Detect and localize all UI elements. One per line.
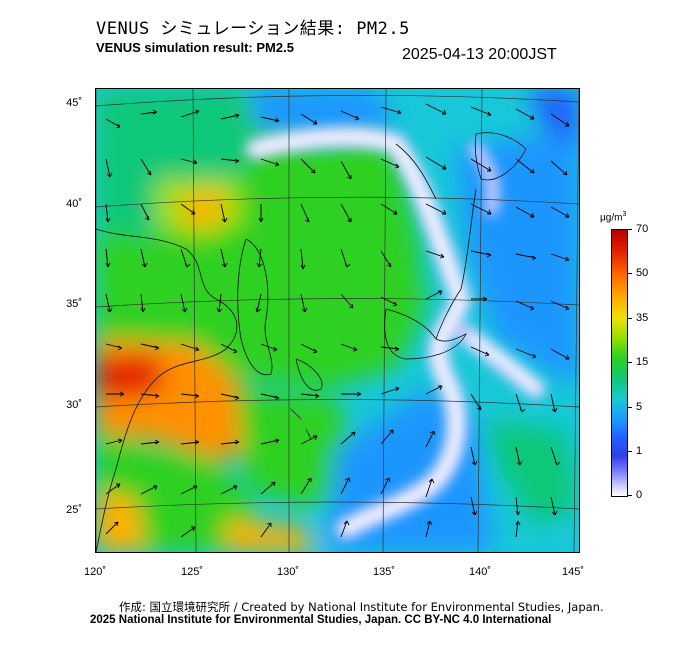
title-english: VENUS simulation result: PM2.5: [96, 40, 294, 55]
colorbar-label-0: 0: [636, 489, 643, 501]
colorbar-tick: [627, 229, 632, 230]
coastlines: [96, 132, 527, 552]
colorbar-tick: [627, 451, 632, 452]
colorbar-tick: [627, 273, 632, 274]
colorbar-label-5: 5: [636, 401, 643, 413]
lon-label-125: 125˚: [180, 566, 204, 578]
forecast-timestamp: 2025-04-13 20:00JST: [402, 46, 557, 63]
lat-label-30: 30˚: [66, 399, 82, 411]
colorbar-label-15: 15: [636, 356, 649, 368]
lon-label-130: 130˚: [276, 566, 300, 578]
title-japanese: VENUS シミュレーション結果: PM2.5: [96, 19, 410, 39]
pm25-map[interactable]: [95, 88, 580, 553]
colorbar-label-1: 1: [636, 445, 643, 457]
map-canvas: [96, 89, 579, 552]
colorbar-tick: [627, 407, 632, 408]
lat-label-25: 25˚: [66, 504, 82, 516]
lon-label-135: 135˚: [372, 566, 396, 578]
colorbar: [611, 229, 628, 497]
colorbar-label-70: 70: [636, 223, 649, 235]
colorbar-label-50: 50: [636, 267, 649, 279]
colorbar-unit: μg/m3: [600, 211, 627, 224]
lat-label-40: 40˚: [66, 198, 82, 210]
credit-license: 2025 National Institute for Environmenta…: [90, 614, 552, 626]
credit-japanese: 作成: 国立環境研究所 / Created by National Instit…: [119, 600, 604, 614]
lat-label-35: 35˚: [66, 298, 82, 310]
lat-label-45: 45˚: [66, 97, 82, 109]
lon-label-120: 120˚: [83, 566, 107, 578]
lon-label-140: 140˚: [468, 566, 492, 578]
colorbar-tick: [627, 362, 632, 363]
colorbar-tick: [627, 495, 632, 496]
graticule: [96, 89, 579, 552]
wind-vectors: [105, 103, 570, 538]
clean-air-band: [245, 126, 546, 540]
lon-label-145: 145˚: [561, 566, 585, 578]
colorbar-tick: [627, 318, 632, 319]
colorbar-label-35: 35: [636, 312, 649, 324]
concentration-field: [96, 89, 579, 552]
